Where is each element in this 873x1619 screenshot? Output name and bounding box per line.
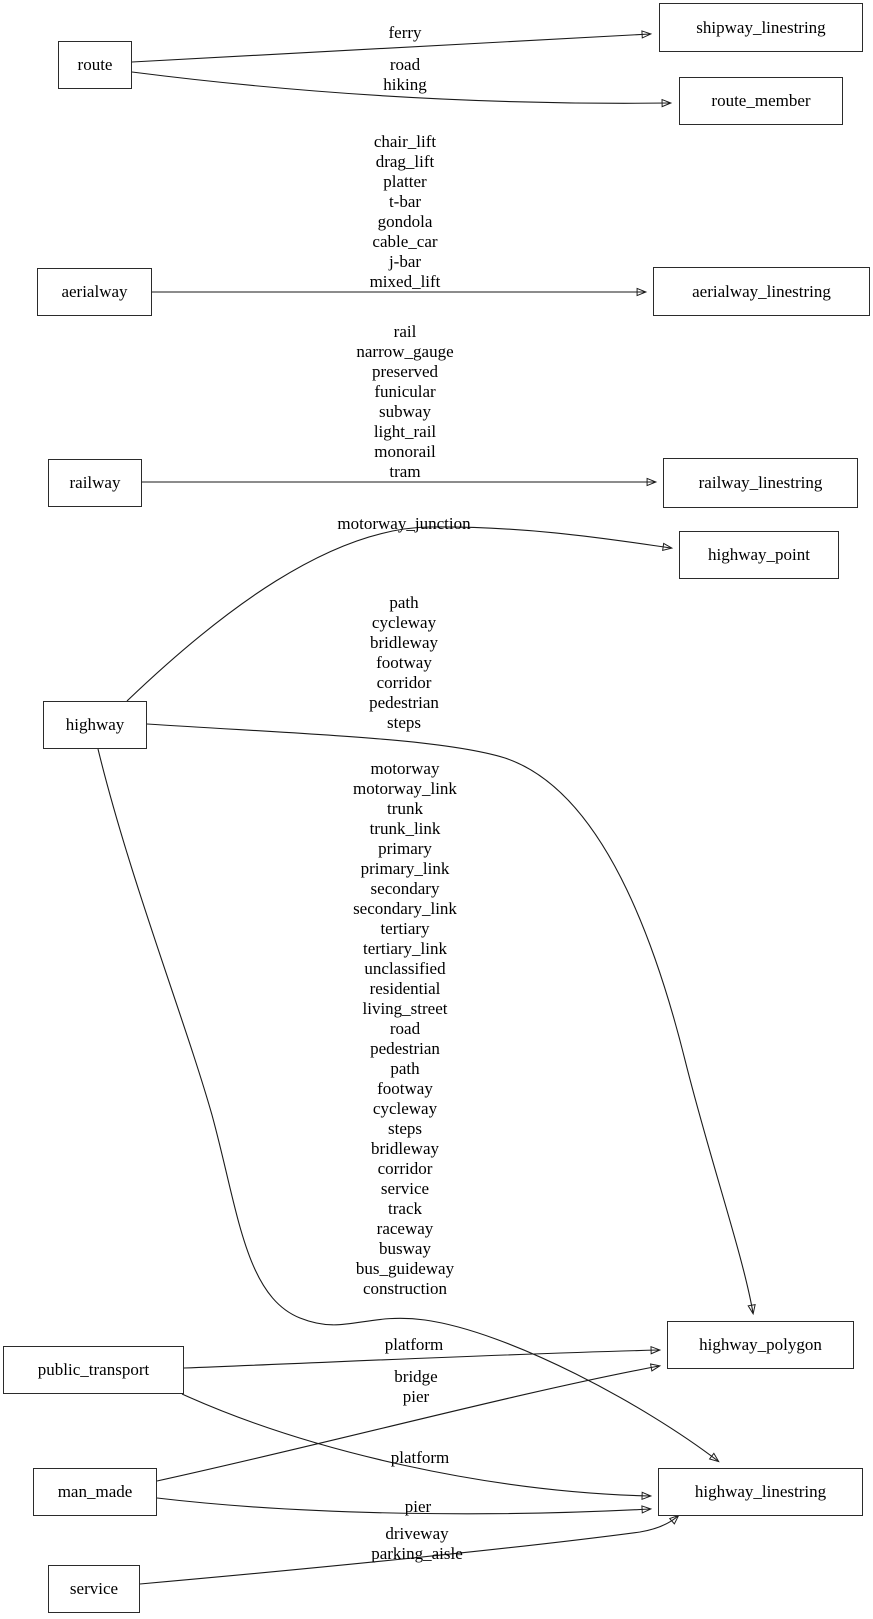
node-aerialway: aerialway [37, 268, 152, 316]
edge-label-service-highway_linestring: driveway parking_aisle [371, 1524, 463, 1563]
node-highway: highway [43, 701, 147, 749]
edge-man_made-highway_linestring [156, 1497, 653, 1515]
node-service-label: service [69, 1579, 119, 1598]
edge-label-highway-highway_point: motorway_junction [337, 514, 471, 533]
edge-route-route_member [131, 71, 673, 108]
edge-route-shipway_linestring [131, 30, 653, 63]
edge-label-route-route_member: road hiking [383, 55, 427, 94]
node-aerialway_linestring: aerialway_linestring [653, 267, 870, 316]
node-railway: railway [48, 459, 142, 507]
edge-label-route-shipway_linestring: ferry [388, 23, 422, 42]
node-public_transport: public_transport [3, 1346, 184, 1394]
edge-highway-highway_point [126, 526, 674, 702]
edge-man_made-highway_polygon [156, 1363, 662, 1482]
node-highway-label: highway [65, 715, 125, 734]
node-railway-label: railway [69, 473, 121, 492]
edge-highway-highway_polygon [146, 723, 756, 1316]
node-public_transport-label: public_transport [37, 1360, 150, 1379]
node-highway_linestring-label: highway_linestring [694, 1482, 827, 1501]
edge-public_transport-highway_linestring [181, 1393, 653, 1501]
edge-label-public_transport-highway_linestring: platform [390, 1448, 450, 1467]
node-shipway_linestring: shipway_linestring [659, 3, 863, 52]
edge-label-man_made-highway_linestring: pier [404, 1497, 432, 1516]
node-man_made: man_made [33, 1468, 157, 1516]
node-aerialway-label: aerialway [61, 282, 128, 301]
node-aerialway_linestring-label: aerialway_linestring [692, 281, 831, 301]
node-shipway_linestring-label: shipway_linestring [696, 17, 826, 37]
node-highway_polygon: highway_polygon [667, 1321, 854, 1369]
node-route_member-label: route_member [711, 91, 811, 110]
node-route-label: route [77, 55, 113, 74]
edge-service-highway_linestring [139, 1514, 680, 1585]
node-route_member: route_member [679, 77, 843, 125]
node-highway_polygon-label: highway_polygon [699, 1335, 822, 1354]
node-railway_linestring-label: railway_linestring [698, 473, 823, 492]
node-railway_linestring: railway_linestring [663, 458, 858, 508]
node-highway_point: highway_point [679, 531, 839, 579]
node-highway_point-label: highway_point [708, 545, 810, 564]
node-man_made-label: man_made [57, 1482, 133, 1501]
edge-label-highway-highway_polygon: path cycleway bridleway footway corridor… [369, 593, 439, 732]
edge-label-railway-railway_linestring: rail narrow_gauge preserved funicular su… [356, 322, 454, 481]
node-route: route [58, 41, 132, 89]
edge-label-highway-highway_linestring: motorway motorway_link trunk trunk_link … [353, 759, 457, 1298]
node-service: service [48, 1565, 140, 1613]
edge-public_transport-highway_polygon [183, 1345, 662, 1369]
node-highway_linestring: highway_linestring [658, 1468, 863, 1516]
edge-label-public_transport-highway_polygon: platform [384, 1335, 444, 1354]
edge-label-aerialway-aerialway_linestring: chair_lift drag_lift platter t-bar gondo… [369, 132, 441, 291]
edge-highway-highway_linestring [97, 748, 720, 1463]
edge-label-man_made-highway_polygon: bridge pier [394, 1367, 438, 1406]
